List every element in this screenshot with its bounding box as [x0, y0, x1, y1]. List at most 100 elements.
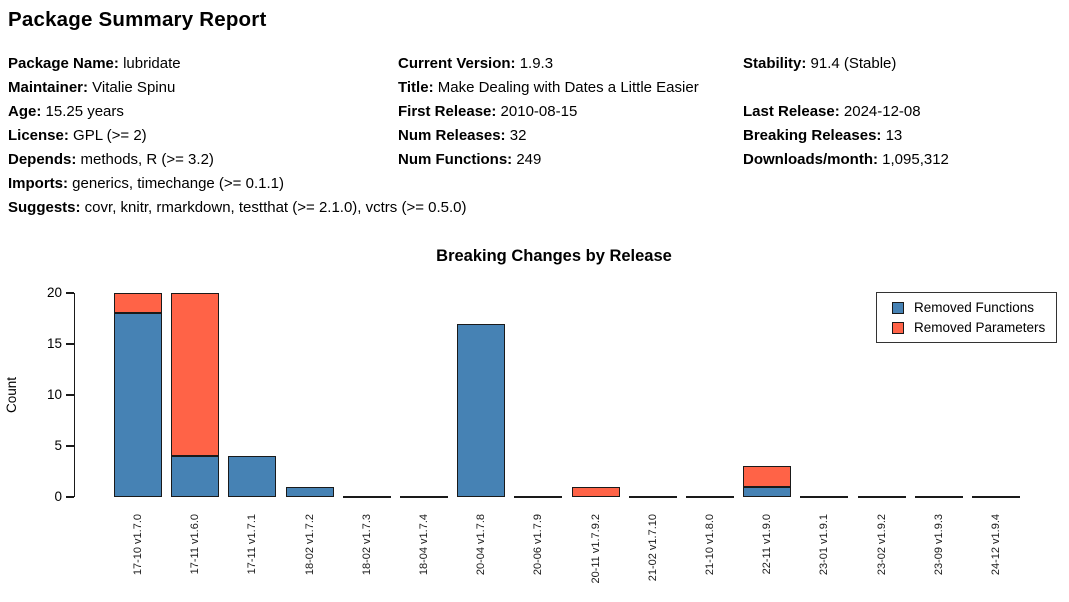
y-axis-line	[74, 293, 76, 497]
meta-value: 32	[505, 127, 527, 144]
bar-segment-removed-parameters	[114, 293, 162, 314]
meta-column-middle: Current Version: 1.9.3 Title: Make Dealin…	[398, 52, 699, 172]
meta-line: Num Releases: 32	[398, 124, 699, 148]
bar-segment-removed-functions	[286, 486, 334, 497]
x-tick-label: 23-09 v1.9.3	[933, 514, 945, 576]
bar-zero-line	[915, 495, 963, 498]
meta-label: Depends:	[8, 151, 77, 168]
y-axis-label: Count	[4, 376, 19, 414]
meta-label: Stability:	[743, 55, 807, 72]
bar-segment-removed-parameters	[743, 466, 791, 487]
bar-zero-line	[343, 495, 391, 498]
meta-value: methods, R (>= 3.2)	[76, 151, 214, 168]
bar-zero-line	[800, 495, 848, 498]
removed-parameters-swatch-icon	[892, 321, 904, 334]
meta-value: GPL (>= 2)	[68, 127, 147, 144]
meta-label: Current Version:	[398, 55, 516, 72]
meta-line: Package Name: lubridate	[8, 52, 467, 76]
y-tick-label: 5	[54, 438, 62, 453]
meta-label: Last Release:	[743, 103, 840, 120]
meta-value: 1,095,312	[878, 151, 949, 168]
bar-zero-line	[686, 495, 734, 498]
bar-segment-removed-functions	[228, 456, 276, 497]
chart-legend: Removed Functions Removed Parameters	[876, 292, 1057, 343]
meta-line: Last Release: 2024-12-08	[743, 100, 949, 124]
y-tick	[66, 445, 74, 447]
x-tick-label: 20-11 v1.7.9.2	[590, 514, 602, 584]
bar-segment-removed-functions	[457, 323, 505, 497]
meta-column-right: Stability: 91.4 (Stable) Last Release: 20…	[743, 52, 949, 172]
bar-zero-line	[629, 495, 677, 498]
meta-label: Package Name:	[8, 55, 119, 72]
bar-zero-line	[514, 495, 562, 498]
meta-value: generics, timechange (>= 0.1.1)	[68, 175, 284, 192]
x-tick-label: 24-12 v1.9.4	[990, 514, 1002, 576]
meta-value: 91.4 (Stable)	[806, 55, 897, 72]
meta-label: Maintainer:	[8, 79, 89, 96]
meta-line: Num Functions: 249	[398, 148, 699, 172]
meta-line: Suggests: covr, knitr, rmarkdown, testth…	[8, 196, 467, 220]
meta-label: Breaking Releases:	[743, 127, 882, 144]
x-tick-label: 21-02 v1.7.10	[647, 514, 659, 582]
meta-value: Make Dealing with Dates a Little Easier	[433, 79, 699, 96]
meta-line: Downloads/month: 1,095,312	[743, 148, 949, 172]
bar-segment-removed-functions	[114, 313, 162, 497]
meta-value: 15.25 years	[41, 103, 124, 120]
meta-value: lubridate	[118, 55, 181, 72]
meta-line	[743, 76, 949, 100]
meta-line: Depends: methods, R (>= 3.2)	[8, 148, 467, 172]
meta-line: First Release: 2010-08-15	[398, 100, 699, 124]
meta-line: Imports: generics, timechange (>= 0.1.1)	[8, 172, 467, 196]
breaking-changes-chart: Breaking Changes by Release Count 0 5 10 15…	[0, 242, 1069, 602]
x-tick-label: 20-04 v1.7.8	[475, 514, 487, 576]
meta-line: Title: Make Dealing with Dates a Little …	[398, 76, 699, 100]
y-tick-label: 0	[54, 489, 62, 504]
legend-item-removed-parameters: Removed Parameters	[892, 320, 1056, 336]
meta-line: Stability: 91.4 (Stable)	[743, 52, 949, 76]
y-tick	[66, 394, 74, 396]
meta-line: Breaking Releases: 13	[743, 124, 949, 148]
meta-label: Num Functions:	[398, 151, 513, 168]
x-tick-label: 18-04 v1.7.4	[418, 514, 430, 576]
legend-label: Removed Functions	[914, 300, 1035, 315]
bar-zero-line	[972, 495, 1020, 498]
chart-title: Breaking Changes by Release	[436, 247, 672, 265]
meta-label: Imports:	[8, 175, 68, 192]
meta-label: License:	[8, 127, 69, 144]
legend-item-removed-functions: Removed Functions	[892, 300, 1056, 316]
removed-functions-swatch-icon	[892, 301, 904, 314]
x-tick-label: 21-10 v1.8.0	[704, 514, 716, 576]
x-tick-label: 20-06 v1.7.9	[532, 514, 544, 576]
meta-label: First Release:	[398, 103, 497, 120]
meta-line: License: GPL (>= 2)	[8, 124, 467, 148]
meta-value: covr, knitr, rmarkdown, testthat (>= 2.1…	[80, 199, 467, 216]
page-title: Package Summary Report	[8, 8, 267, 31]
bar-segment-removed-functions	[743, 486, 791, 497]
y-tick	[66, 292, 74, 294]
meta-label: Age:	[8, 103, 42, 120]
meta-label: Title:	[398, 79, 434, 96]
bar-zero-line	[400, 495, 448, 498]
meta-label: Num Releases:	[398, 127, 506, 144]
meta-column-left: Package Name: lubridate Maintainer: Vital…	[8, 52, 467, 220]
meta-line: Maintainer: Vitalie Spinu	[8, 76, 467, 100]
meta-line: Current Version: 1.9.3	[398, 52, 699, 76]
x-tick-label: 18-02 v1.7.3	[361, 514, 373, 576]
y-tick-label: 20	[46, 285, 62, 300]
x-tick-label: 23-02 v1.9.2	[876, 514, 888, 576]
bar-segment-removed-functions	[171, 456, 219, 497]
legend-label: Removed Parameters	[914, 320, 1046, 335]
x-tick-label: 17-11 v1.6.0	[189, 514, 201, 575]
meta-value: Vitalie Spinu	[88, 79, 176, 96]
meta-label: Suggests:	[8, 199, 81, 216]
bar-zero-line	[858, 495, 906, 498]
x-tick-label: 22-11 v1.9.0	[761, 514, 773, 575]
x-tick-label: 23-01 v1.9.1	[818, 514, 830, 576]
meta-label: Downloads/month:	[743, 151, 878, 168]
y-tick	[66, 496, 74, 498]
meta-value: 2010-08-15	[496, 103, 578, 120]
meta-value: 1.9.3	[515, 55, 554, 72]
y-tick-label: 10	[46, 387, 62, 402]
x-tick-label: 17-11 v1.7.1	[246, 514, 258, 575]
